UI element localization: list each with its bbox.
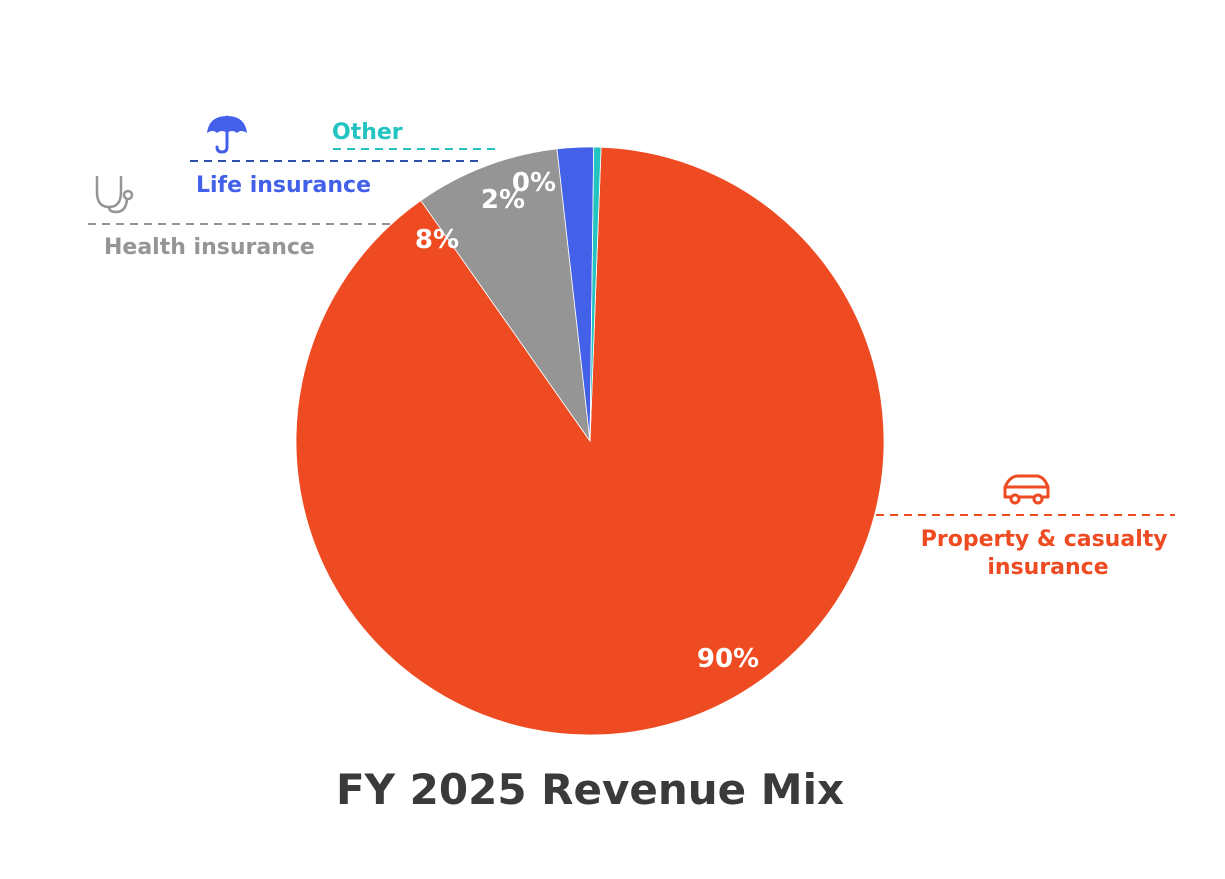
- slice-value-label-life: 2%: [481, 185, 525, 215]
- pie-slices: [295, 146, 885, 736]
- slice-value-label-property-casualty: 90%: [697, 644, 759, 674]
- pie-slice-other: [589, 146, 602, 442]
- chart-title: FY 2025 Revenue Mix: [336, 765, 844, 814]
- category-label-life: Life insurance: [196, 173, 371, 198]
- car-icon: [1003, 474, 1050, 505]
- slice-value-label-health: 8%: [415, 225, 459, 255]
- pie-slice-health: [420, 148, 591, 442]
- category-label-other: Other: [332, 120, 403, 145]
- stethoscope-icon: [95, 175, 134, 214]
- category-label-property-casualty: Property & casualty insurance: [921, 527, 1176, 580]
- umbrella-icon: [207, 115, 247, 154]
- slice-value-label-other: 0%: [512, 168, 556, 198]
- category-label-health: Health insurance: [104, 235, 315, 260]
